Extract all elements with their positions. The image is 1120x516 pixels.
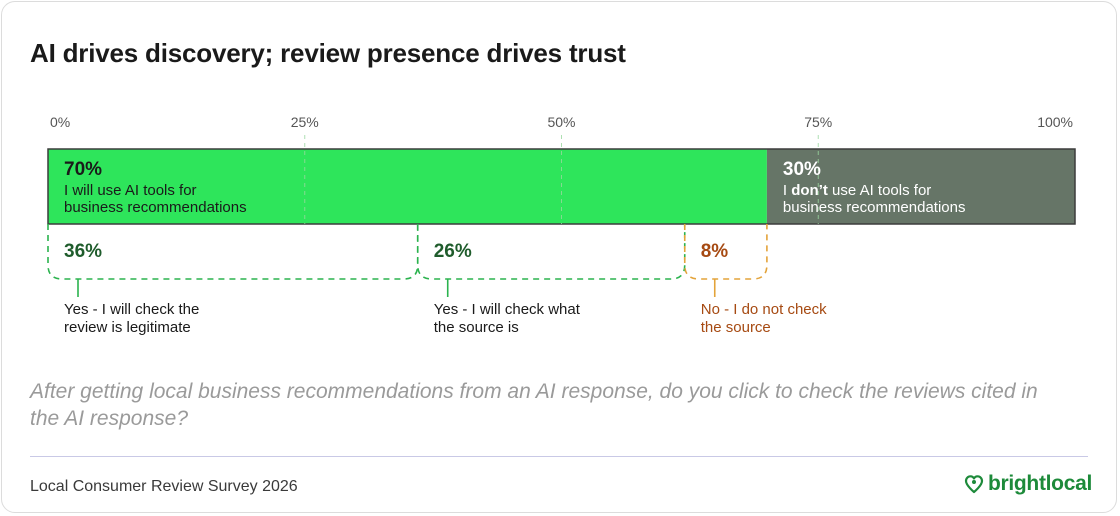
sub-bracket-2 — [416, 224, 686, 280]
sub-label-line2-2: the source is — [434, 319, 519, 336]
segment-label-suffix: use AI tools for — [828, 182, 931, 199]
sub-label-line2-1: review is legitimate — [64, 319, 191, 336]
segment-label-line2-1: business recommendations — [64, 199, 247, 216]
sub-pct-2: 26% — [434, 241, 472, 262]
x-tick-label-50: 50% — [547, 114, 575, 130]
footer-divider — [30, 456, 1088, 457]
x-tick-label-25: 25% — [291, 114, 319, 130]
chart-title: AI drives discovery; review presence dri… — [30, 38, 626, 68]
segment-label-line1-1: I will use AI tools for — [64, 182, 197, 199]
segment-pct-1: 70% — [64, 159, 102, 180]
segment-pct-2: 30% — [783, 159, 821, 180]
source-label: Local Consumer Review Survey 2026 — [30, 478, 298, 495]
x-tick-label-100: 100% — [1037, 114, 1073, 130]
sub-pct-1: 36% — [64, 241, 102, 262]
x-tick-label-0: 0% — [50, 114, 70, 130]
sub-bracket-3 — [683, 224, 768, 280]
sub-label-line2-3: the source — [701, 319, 771, 336]
brand-name: brightlocal — [987, 472, 1092, 495]
sub-pct-3: 8% — [701, 241, 729, 262]
segment-label-line2-2: business recommendations — [783, 199, 966, 216]
segment-label-bold: don’t — [791, 182, 828, 199]
sub-label-line1-2: Yes - I will check what — [434, 301, 581, 318]
survey-question: After getting local business recommendat… — [30, 380, 1038, 430]
bar-segment-1 — [48, 149, 767, 224]
brand-logo: brightlocal — [964, 472, 1092, 496]
segment-label-prefix: I — [783, 182, 791, 199]
sub-bracket-1 — [47, 224, 419, 280]
x-tick-label-75: 75% — [804, 114, 832, 130]
sub-label-line1-1: Yes - I will check the — [64, 301, 199, 318]
sub-label-line1-3: No - I do not check — [701, 301, 827, 318]
stacked-bar-chart: 0% 25% 50% 75% 100% 70% I will use AI tools fo… — [47, 114, 1076, 336]
segment-label-line1-2: I don’t use AI tools for — [783, 182, 931, 199]
heart-location-pin-icon — [964, 475, 984, 494]
